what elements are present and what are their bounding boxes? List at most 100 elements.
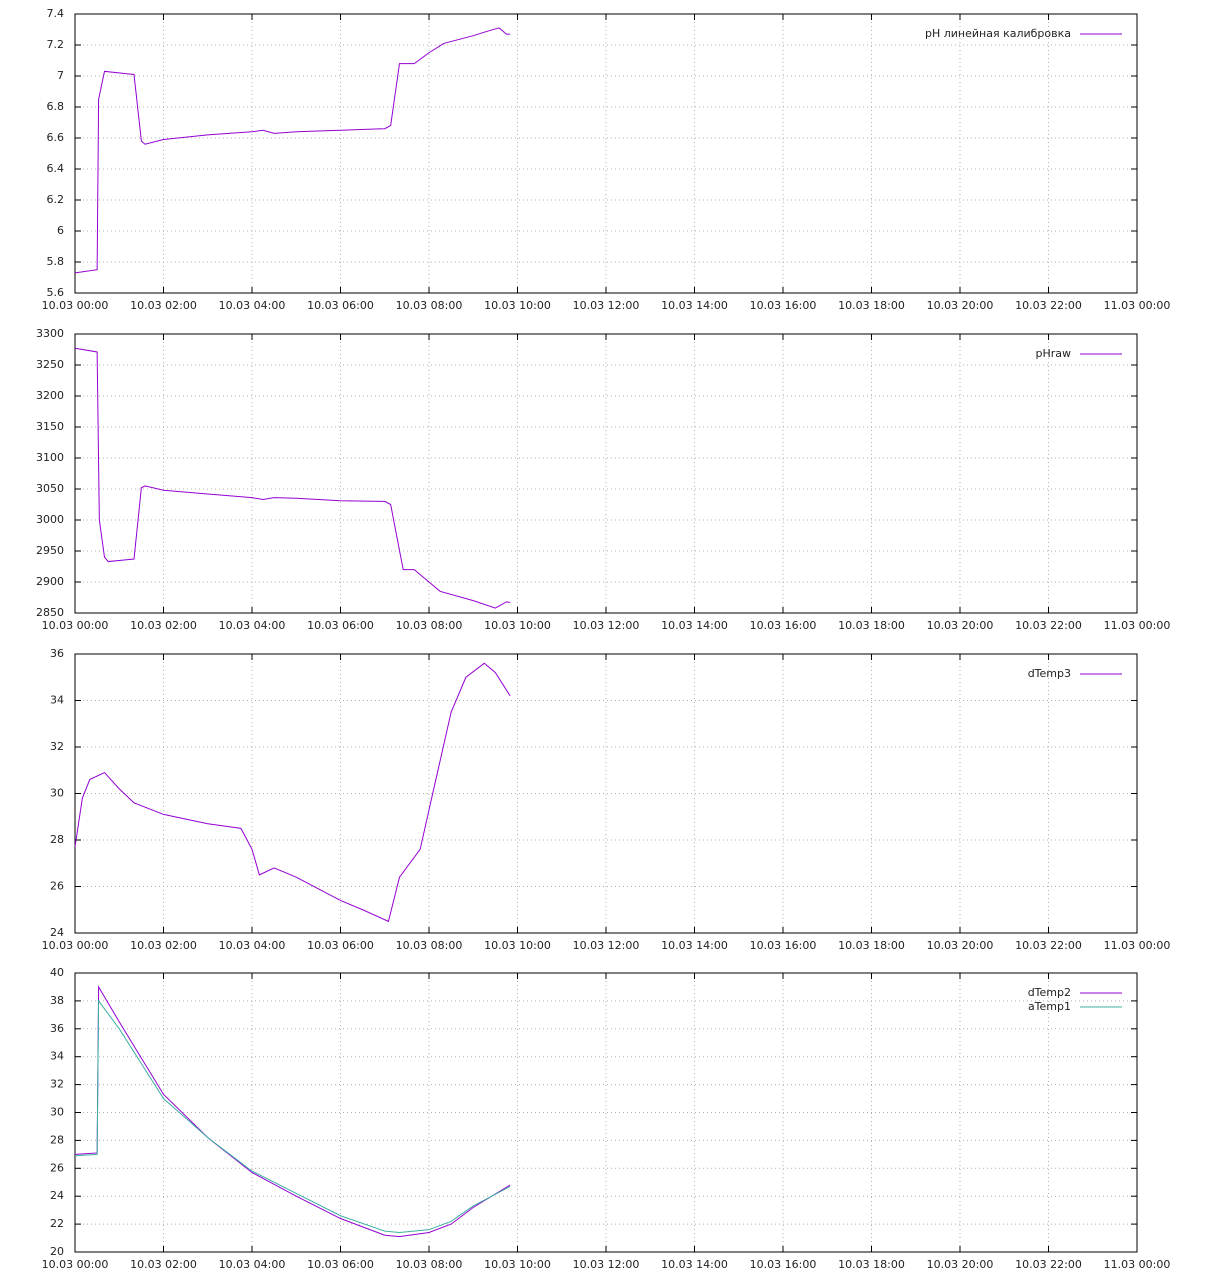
plot-frame — [74, 653, 1138, 934]
data-line — [74, 347, 511, 609]
plot-frame — [74, 333, 1138, 614]
y-tick-label: 3250 — [36, 358, 64, 371]
x-tick-label: 10.03 02:00 — [130, 1258, 197, 1271]
y-tick-label: 3100 — [36, 451, 64, 464]
x-tick-label: 10.03 04:00 — [219, 619, 286, 632]
x-tick-label: 10.03 10:00 — [484, 299, 551, 312]
y-tick-label: 20 — [50, 1245, 64, 1258]
y-tick-label: 30 — [50, 1106, 64, 1119]
x-tick-label: 11.03 00:00 — [1104, 1258, 1171, 1271]
x-tick-label: 10.03 18:00 — [838, 939, 905, 952]
x-tick-label: 10.03 22:00 — [1015, 939, 1082, 952]
y-tick-label: 30 — [50, 787, 64, 800]
y-tick-label: 3050 — [36, 482, 64, 495]
x-tick-label: 10.03 02:00 — [130, 299, 197, 312]
x-tick-label: 10.03 04:00 — [219, 1258, 286, 1271]
x-tick-label: 10.03 14:00 — [661, 939, 728, 952]
y-tick-label: 38 — [50, 994, 64, 1007]
y-tick-label: 7 — [57, 69, 64, 82]
y-tick-label: 32 — [50, 740, 64, 753]
y-tick-label: 22 — [50, 1217, 64, 1230]
x-tick-label: 10.03 16:00 — [750, 1258, 817, 1271]
y-tick-label: 2900 — [36, 575, 64, 588]
x-tick-label: 10.03 12:00 — [573, 1258, 640, 1271]
y-tick-label: 3200 — [36, 389, 64, 402]
y-tick-label: 5.6 — [47, 286, 65, 299]
y-tick-label: 36 — [50, 1022, 64, 1035]
x-tick-label: 10.03 06:00 — [307, 939, 374, 952]
x-tick-label: 10.03 16:00 — [750, 619, 817, 632]
x-tick-label: 10.03 08:00 — [396, 939, 463, 952]
y-tick-label: 28 — [50, 833, 64, 846]
y-tick-label: 6 — [57, 224, 64, 237]
x-tick-label: 11.03 00:00 — [1104, 939, 1171, 952]
y-tick-label: 26 — [50, 1161, 64, 1174]
x-tick-label: 10.03 08:00 — [396, 619, 463, 632]
x-tick-label: 10.03 12:00 — [573, 939, 640, 952]
plot-frame — [74, 972, 1138, 1253]
y-tick-label: 3150 — [36, 420, 64, 433]
y-tick-label: 6.2 — [47, 193, 65, 206]
data-line — [74, 662, 511, 923]
x-tick-label: 10.03 06:00 — [307, 299, 374, 312]
y-tick-label: 34 — [50, 694, 64, 707]
x-tick-label: 10.03 00:00 — [42, 1258, 109, 1271]
y-tick-label: 5.8 — [47, 255, 65, 268]
x-tick-label: 10.03 18:00 — [838, 299, 905, 312]
x-tick-label: 10.03 00:00 — [42, 299, 109, 312]
x-tick-label: 10.03 02:00 — [130, 939, 197, 952]
y-tick-label: 2950 — [36, 544, 64, 557]
x-tick-label: 10.03 06:00 — [307, 619, 374, 632]
y-tick-label: 40 — [50, 966, 64, 979]
x-tick-label: 11.03 00:00 — [1104, 299, 1171, 312]
data-line — [74, 999, 511, 1233]
legend-label: pH линейная калибровка — [925, 27, 1071, 40]
legend-label: dTemp2 — [1028, 986, 1071, 999]
x-tick-label: 10.03 08:00 — [396, 299, 463, 312]
x-tick-label: 10.03 08:00 — [396, 1258, 463, 1271]
x-tick-label: 10.03 22:00 — [1015, 1258, 1082, 1271]
y-tick-label: 2850 — [36, 606, 64, 619]
y-tick-label: 28 — [50, 1133, 64, 1146]
x-tick-label: 10.03 04:00 — [219, 939, 286, 952]
x-tick-label: 10.03 12:00 — [573, 299, 640, 312]
x-tick-label: 10.03 20:00 — [927, 619, 994, 632]
y-tick-label: 32 — [50, 1078, 64, 1091]
y-tick-label: 6.4 — [47, 162, 65, 175]
legend-label: dTemp3 — [1028, 667, 1071, 680]
x-tick-label: 10.03 04:00 — [219, 299, 286, 312]
legend-label: pHraw — [1035, 347, 1071, 360]
x-tick-label: 10.03 18:00 — [838, 1258, 905, 1271]
data-line — [74, 985, 511, 1238]
x-tick-label: 10.03 20:00 — [927, 939, 994, 952]
x-tick-label: 10.03 10:00 — [484, 1258, 551, 1271]
x-tick-label: 10.03 00:00 — [42, 939, 109, 952]
x-tick-label: 10.03 16:00 — [750, 939, 817, 952]
x-tick-label: 10.03 20:00 — [927, 1258, 994, 1271]
x-tick-label: 10.03 00:00 — [42, 619, 109, 632]
x-tick-label: 10.03 18:00 — [838, 619, 905, 632]
x-tick-label: 10.03 22:00 — [1015, 619, 1082, 632]
plot-frame — [74, 13, 1138, 294]
data-line — [74, 27, 511, 274]
x-tick-label: 10.03 10:00 — [484, 939, 551, 952]
y-tick-label: 36 — [50, 647, 64, 660]
y-tick-label: 7.2 — [47, 38, 65, 51]
x-tick-label: 10.03 14:00 — [661, 619, 728, 632]
y-tick-label: 34 — [50, 1050, 64, 1063]
x-tick-label: 10.03 06:00 — [307, 1258, 374, 1271]
x-tick-label: 10.03 12:00 — [573, 619, 640, 632]
y-tick-label: 3000 — [36, 513, 64, 526]
x-tick-label: 10.03 02:00 — [130, 619, 197, 632]
x-tick-label: 11.03 00:00 — [1104, 619, 1171, 632]
x-tick-label: 10.03 16:00 — [750, 299, 817, 312]
x-tick-label: 10.03 22:00 — [1015, 299, 1082, 312]
y-tick-label: 24 — [50, 926, 64, 939]
x-tick-label: 10.03 10:00 — [484, 619, 551, 632]
y-tick-label: 7.4 — [47, 7, 65, 20]
y-tick-label: 6.8 — [47, 100, 65, 113]
x-tick-label: 10.03 14:00 — [661, 1258, 728, 1271]
x-tick-label: 10.03 20:00 — [927, 299, 994, 312]
legend-label: aTemp1 — [1028, 1000, 1071, 1013]
